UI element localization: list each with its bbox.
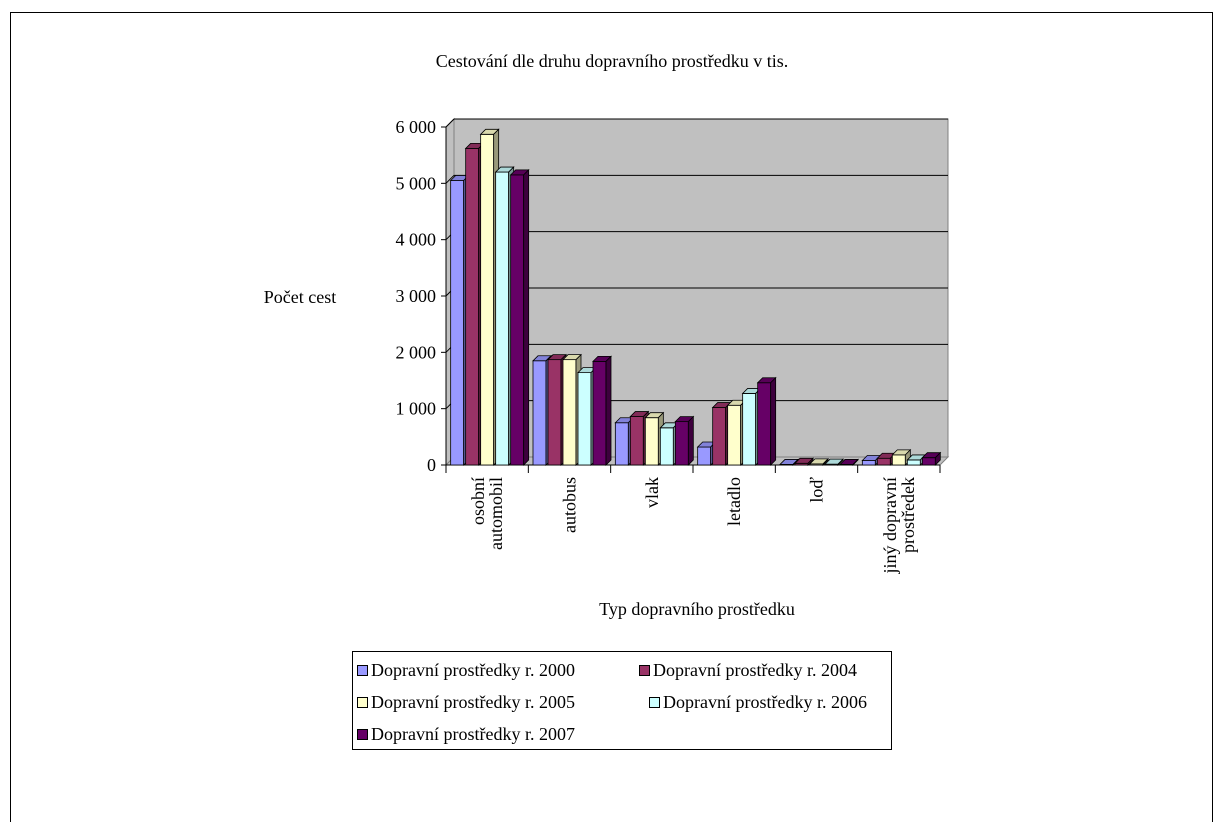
bar	[659, 427, 674, 466]
x-tick-label: osobní	[468, 477, 488, 525]
bar	[495, 171, 510, 466]
bar	[697, 446, 712, 466]
bar-side	[605, 355, 612, 466]
bar	[674, 421, 689, 466]
legend-label: Dopravní prostředky r. 2007	[371, 724, 575, 744]
y-tick-label: 6 000	[396, 117, 437, 137]
bar	[742, 393, 757, 466]
y-tick-label: 5 000	[396, 173, 437, 193]
bar	[757, 382, 772, 466]
chart-title: Cestování dle druhu dopravního prostředk…	[436, 51, 788, 71]
bar	[562, 359, 577, 466]
x-axis-label: Typ dopravního prostředku	[599, 599, 795, 619]
bar-side	[770, 376, 777, 466]
bar	[614, 422, 629, 466]
legend-swatch	[357, 729, 368, 740]
x-tick-label: prostředek	[898, 477, 918, 553]
bar-side	[807, 457, 814, 466]
x-tick-label: vlak	[642, 477, 662, 508]
bar	[727, 404, 742, 466]
legend-swatch	[357, 697, 368, 708]
legend-item: Dopravní prostředky r. 2005	[357, 692, 575, 713]
legend-swatch	[639, 665, 650, 676]
legend-label: Dopravní prostředky r. 2004	[653, 660, 857, 680]
bar-side	[687, 415, 694, 466]
x-tick-label: loď	[807, 477, 827, 503]
x-tick-label: jiný dopravní	[880, 477, 900, 575]
legend-label: Dopravní prostředky r. 2000	[371, 660, 575, 680]
y-tick-label: 1 000	[396, 399, 437, 419]
bar	[921, 457, 936, 466]
bar-side	[523, 168, 530, 466]
bar	[861, 460, 876, 466]
bar-side	[837, 458, 844, 466]
chart-frame	[10, 12, 1213, 822]
x-tick-label: autobus	[560, 477, 580, 533]
bar	[891, 454, 906, 466]
legend-label: Dopravní prostředky r. 2005	[371, 692, 575, 712]
y-axis-label: Počet cest	[264, 287, 336, 307]
legend-item: Dopravní prostředky r. 2004	[639, 660, 857, 681]
x-tick-label: letadlo	[724, 477, 744, 526]
bar-side	[934, 451, 941, 466]
bar	[906, 459, 921, 466]
bar	[592, 360, 607, 466]
bar	[876, 457, 891, 466]
y-tick-label: 4 000	[396, 230, 437, 250]
bar	[644, 417, 659, 466]
legend-item: Dopravní prostředky r. 2007	[357, 724, 575, 745]
y-tick-label: 3 000	[396, 286, 437, 306]
legend-item: Dopravní prostředky r. 2006	[649, 692, 867, 713]
x-tick-label: automobil	[486, 477, 506, 550]
y-tick-label: 0	[427, 455, 436, 475]
bar	[547, 359, 562, 466]
legend-swatch	[649, 697, 660, 708]
y-tick-label: 2 000	[396, 342, 437, 362]
bar	[577, 372, 592, 466]
legend-item: Dopravní prostředky r. 2000	[357, 660, 575, 681]
bar-side	[852, 458, 859, 466]
bar	[480, 133, 495, 466]
bar	[465, 148, 480, 466]
gridline-side	[445, 174, 455, 184]
bar	[510, 174, 525, 466]
bar-side	[822, 457, 829, 466]
gridline-side	[445, 118, 455, 128]
bar	[532, 360, 547, 466]
bar	[629, 416, 644, 466]
legend: Dopravní prostředky r. 2000 Dopravní pros…	[352, 651, 892, 750]
bar	[450, 180, 465, 466]
bar	[712, 407, 727, 466]
legend-label: Dopravní prostředky r. 2006	[663, 692, 867, 712]
legend-swatch	[357, 665, 368, 676]
